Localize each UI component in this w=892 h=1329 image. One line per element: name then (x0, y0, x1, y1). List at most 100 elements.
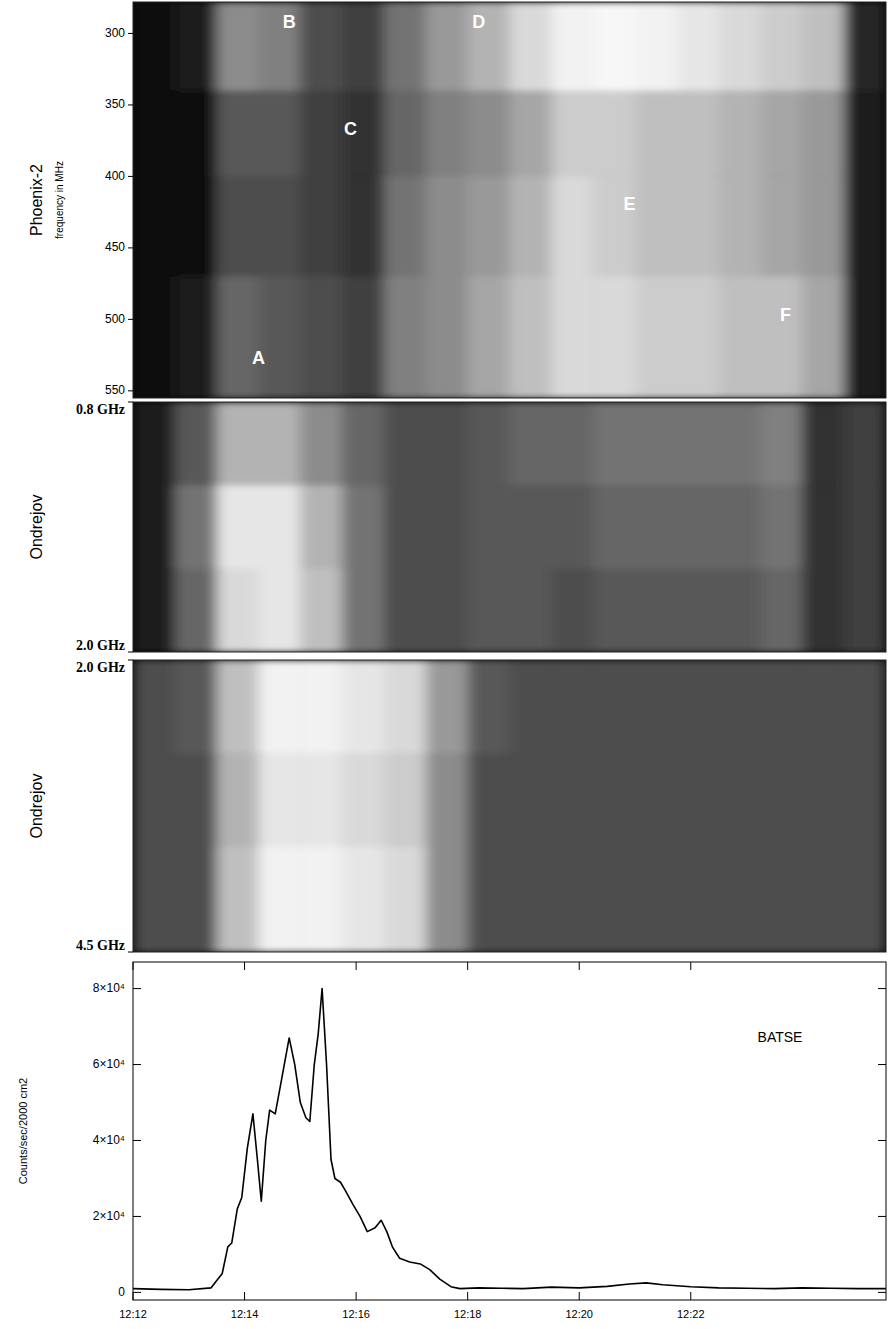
tick (128, 660, 133, 661)
cell (300, 485, 342, 569)
cell (677, 276, 719, 398)
tick-label: 0 (118, 1285, 125, 1299)
axis-title: Ondrejov (28, 495, 45, 560)
cell (635, 91, 677, 177)
cell (426, 276, 468, 398)
cell (635, 569, 677, 652)
cell (468, 276, 510, 398)
annotation: BATSE (758, 1029, 803, 1045)
light-curve (133, 989, 886, 1290)
cell (510, 91, 552, 177)
cell (384, 2, 426, 91)
cell (133, 276, 175, 398)
cell (551, 485, 593, 569)
cell (802, 660, 844, 754)
tick (878, 1216, 886, 1217)
cell (468, 485, 510, 569)
plot-area (133, 402, 886, 652)
cell (551, 569, 593, 652)
cells (133, 2, 886, 398)
cell (217, 176, 259, 277)
cell (175, 2, 217, 91)
cell (175, 91, 217, 177)
tick (878, 1064, 886, 1065)
cell (677, 847, 719, 952)
cell (761, 2, 803, 91)
tick-label: 6×10⁴ (93, 1057, 125, 1071)
annotation: A (252, 348, 265, 368)
cell (300, 402, 342, 486)
cell (677, 402, 719, 486)
cell (259, 91, 301, 177)
cell (844, 847, 886, 952)
cell (426, 847, 468, 952)
cell (384, 753, 426, 847)
cell (342, 402, 384, 486)
cell (468, 402, 510, 486)
cell (384, 276, 426, 398)
cell (719, 91, 761, 177)
tick (579, 962, 580, 970)
cells (133, 660, 886, 952)
cell (300, 176, 342, 277)
cell (426, 660, 468, 754)
background (133, 402, 886, 652)
cell (342, 2, 384, 91)
cell (551, 91, 593, 177)
cell (677, 660, 719, 754)
cell (677, 176, 719, 277)
tick-label: 2.0 GHz (76, 660, 125, 675)
cell (844, 753, 886, 847)
cell (551, 660, 593, 754)
tick (878, 1140, 886, 1141)
cell (593, 402, 635, 486)
cell (844, 660, 886, 754)
cell (551, 176, 593, 277)
cell (510, 2, 552, 91)
cell (551, 276, 593, 398)
cell (426, 402, 468, 486)
cell (259, 753, 301, 847)
cell (802, 485, 844, 569)
axis-title: Phoenix-2 (28, 164, 45, 236)
tick-label: 4.5 GHz (76, 938, 125, 953)
cell (635, 276, 677, 398)
cell (468, 753, 510, 847)
tick (133, 1292, 141, 1293)
tick (133, 1064, 141, 1065)
figure: 300350400450500550Phoenix-2frequency in … (0, 0, 892, 1329)
cell (593, 485, 635, 569)
cell (133, 847, 175, 952)
cell (342, 569, 384, 652)
plot-area (133, 962, 886, 1300)
cell (175, 660, 217, 754)
cell (133, 485, 175, 569)
tick (356, 962, 357, 970)
cell (300, 276, 342, 398)
frame (133, 660, 886, 952)
tick-label: 4×10⁴ (93, 1133, 125, 1147)
cell (593, 569, 635, 652)
tick (579, 1292, 580, 1300)
cell (802, 569, 844, 652)
axis-title: Ondrejov (28, 774, 45, 839)
axis-subtitle: frequency in MHz (54, 161, 65, 239)
cell (761, 91, 803, 177)
cell (259, 2, 301, 91)
tick-label: 2.0 GHz (76, 638, 125, 653)
tick (244, 962, 245, 970)
tick-label: 350 (105, 97, 125, 111)
plot-area (133, 660, 886, 952)
cell (426, 91, 468, 177)
cell (175, 402, 217, 486)
cell (761, 402, 803, 486)
annotation: C (344, 119, 357, 139)
cell (719, 569, 761, 652)
cell (551, 402, 593, 486)
tick-label: 300 (105, 26, 125, 40)
cell (844, 276, 886, 398)
cell (384, 485, 426, 569)
cell (635, 2, 677, 91)
tick-label: 400 (105, 169, 125, 183)
cell (551, 847, 593, 952)
